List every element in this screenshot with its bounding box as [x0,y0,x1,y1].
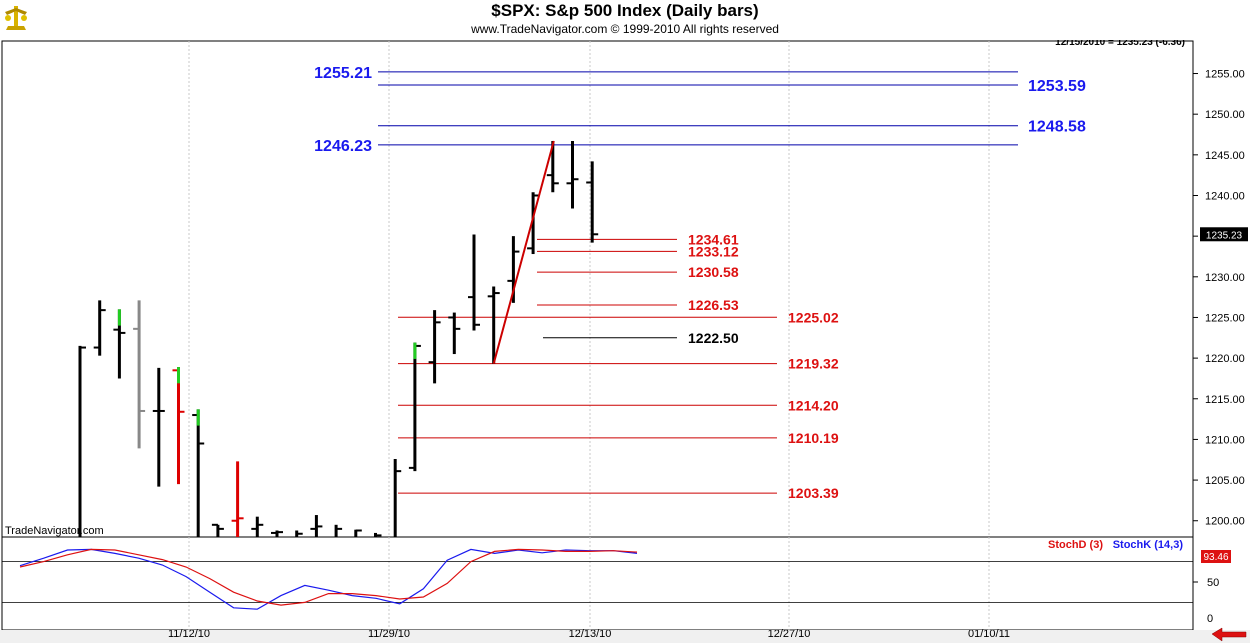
scroll-left-arrow-icon[interactable] [1211,627,1247,642]
x-tick-label: 01/10/11 [968,628,1010,640]
chart-subtitle: www.TradeNavigator.com © 1999-2010 All r… [471,22,779,36]
stoch-d-line [19,548,638,606]
stoch-d-legend: StochD (3) [1048,539,1103,551]
pivot-level-label: 1222.50 [688,330,739,346]
stoch-k-line [19,548,638,610]
time-axis-strip [0,630,1250,643]
trendline [492,140,555,364]
watermark-text: TradeNavigator.com [5,525,104,537]
chart-title: $SPX: S&p 500 Index (Daily bars) [491,1,759,20]
trade-navigator-logo-icon[interactable] [2,2,30,34]
x-tick-label: 11/12/10 [168,628,210,640]
retracement-level-label: 1230.58 [688,264,739,280]
y-tick-label: 1215.00 [1205,394,1245,406]
retracement-level-label: 1226.53 [688,297,739,313]
y-tick-label: 1245.00 [1205,150,1245,162]
price-readout: 12/15/2010 = 1235.23 (-6.36) [1055,37,1185,48]
resistance-level-label: 1253.59 [1028,78,1086,95]
stoch-tick-label: 50 [1207,577,1219,589]
resistance-level-label: 1248.58 [1028,119,1086,136]
y-tick-label: 1210.00 [1205,434,1245,446]
support-level-label: 1225.02 [788,309,839,325]
chart-header: $SPX: S&p 500 Index (Daily bars) www.Tra… [0,0,1250,40]
support-level-label: 1219.32 [788,356,839,372]
retracement-level-label: 1234.61 [688,231,739,247]
y-tick-label: 1200.00 [1205,516,1245,528]
support-level-label: 1203.39 [788,485,839,501]
retracement-level-label: 1233.12 [688,243,739,259]
y-tick-label: 1220.00 [1205,353,1245,365]
x-tick-label: 11/29/10 [368,628,410,640]
last-price-box [1200,227,1248,242]
stoch-last-value: 93.46 [1203,552,1228,563]
stoch-last-box [1201,550,1231,563]
resistance-level-label: 1246.23 [314,138,372,155]
price-panel-frame [1,40,1194,538]
y-tick-label: 1255.00 [1205,69,1245,81]
resistance-level-label: 1255.21 [314,65,372,82]
stoch-k-legend: StochK (14,3) [1113,539,1184,551]
stoch-panel-frame [1,536,1194,631]
y-tick-label: 1230.00 [1205,272,1245,284]
support-level-label: 1210.19 [788,430,839,446]
y-tick-label: 1250.00 [1205,109,1245,121]
last-price-label: 1235.23 [1206,230,1243,241]
x-tick-label: 12/27/10 [768,628,811,640]
stoch-tick-label: 0 [1207,613,1213,625]
y-tick-label: 1240.00 [1205,190,1245,202]
y-tick-label: 1225.00 [1205,312,1245,324]
x-tick-label: 12/13/10 [569,628,612,640]
support-level-label: 1214.20 [788,397,839,413]
y-tick-label: 1205.00 [1205,475,1245,487]
